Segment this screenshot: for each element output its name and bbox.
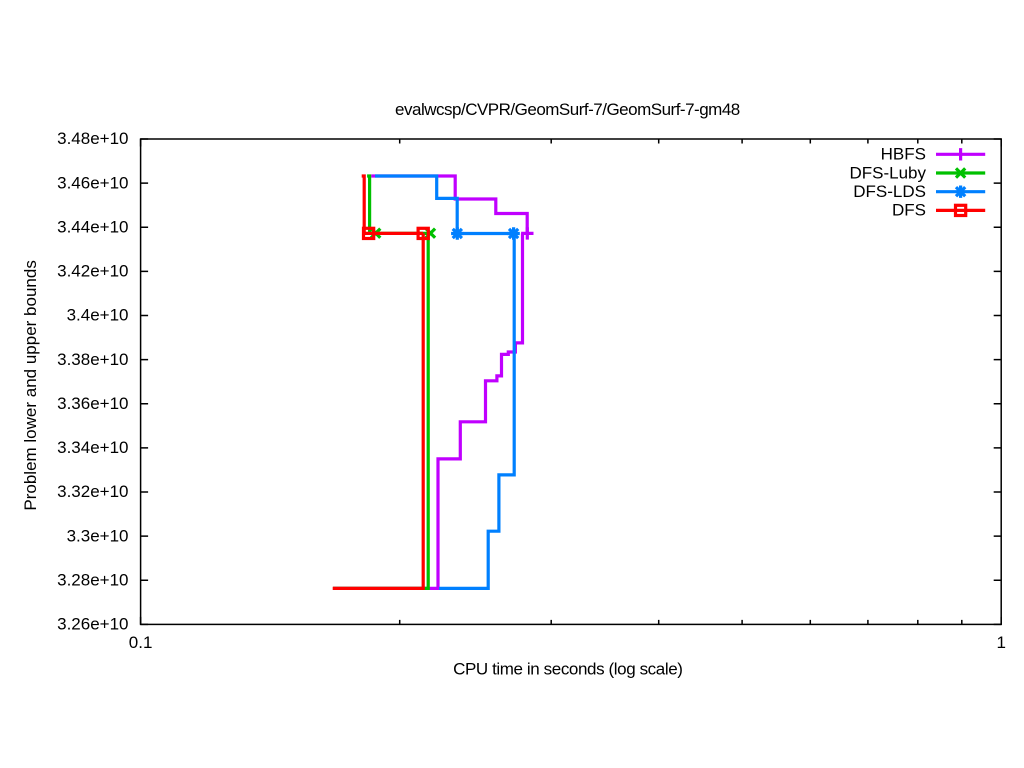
svg-text:DFS: DFS bbox=[892, 201, 926, 220]
svg-text:CPU time in seconds (log scale: CPU time in seconds (log scale) bbox=[453, 659, 682, 678]
svg-text:evalwcsp/CVPR/GeomSurf-7/GeomS: evalwcsp/CVPR/GeomSurf-7/GeomSurf-7-gm48 bbox=[395, 100, 740, 119]
svg-text:HBFS: HBFS bbox=[881, 145, 926, 164]
svg-text:3.3e+10: 3.3e+10 bbox=[67, 526, 129, 545]
svg-text:3.42e+10: 3.42e+10 bbox=[57, 262, 128, 281]
svg-text:3.38e+10: 3.38e+10 bbox=[57, 350, 128, 369]
svg-text:3.48e+10: 3.48e+10 bbox=[57, 129, 128, 148]
svg-text:3.44e+10: 3.44e+10 bbox=[57, 218, 128, 237]
svg-text:3.46e+10: 3.46e+10 bbox=[57, 173, 128, 192]
svg-text:3.34e+10: 3.34e+10 bbox=[57, 438, 128, 457]
svg-text:3.4e+10: 3.4e+10 bbox=[67, 306, 129, 325]
svg-text:3.26e+10: 3.26e+10 bbox=[57, 615, 128, 634]
svg-text:Problem lower and upper bounds: Problem lower and upper bounds bbox=[21, 260, 40, 510]
svg-text:0.1: 0.1 bbox=[129, 633, 153, 652]
svg-text:3.28e+10: 3.28e+10 bbox=[57, 571, 128, 590]
svg-text:3.32e+10: 3.32e+10 bbox=[57, 482, 128, 501]
svg-text:DFS-Luby: DFS-Luby bbox=[849, 163, 926, 182]
svg-text:3.36e+10: 3.36e+10 bbox=[57, 394, 128, 413]
svg-text:DFS-LDS: DFS-LDS bbox=[853, 182, 926, 201]
svg-text:1: 1 bbox=[996, 633, 1005, 652]
